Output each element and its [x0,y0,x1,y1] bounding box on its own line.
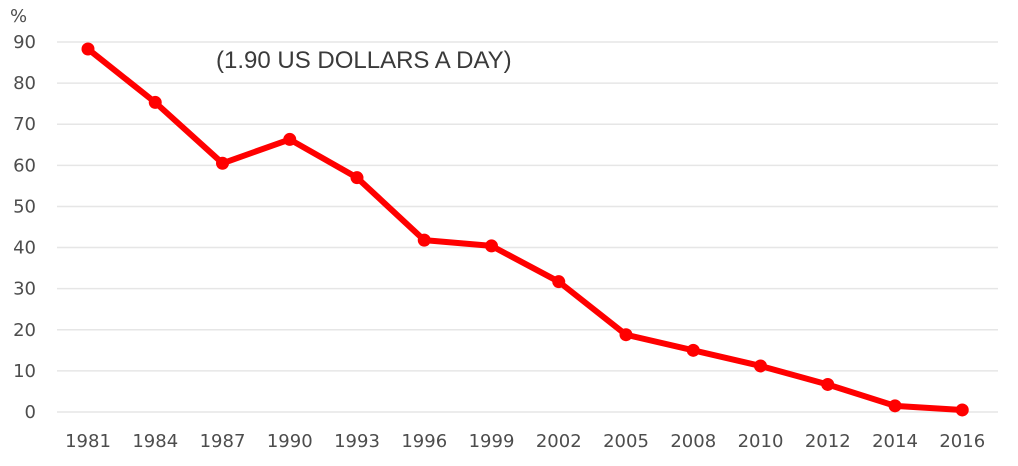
x-tick-label: 2010 [738,431,784,452]
data-point [619,328,633,342]
y-tick-label: 70 [13,114,36,135]
y-tick-label: 40 [13,238,36,259]
data-point [81,42,95,56]
data-point [552,275,566,289]
x-tick-label: 2008 [670,431,716,452]
y-tick-label: 90 [13,32,36,53]
y-axis-ticks: 0 10 20 30 40 50 60 70 80 90 [13,32,36,423]
y-tick-label: 50 [13,196,36,217]
data-point [216,156,229,170]
x-tick-label: 1990 [267,431,313,452]
x-tick-label: 1999 [469,431,515,452]
y-tick-label: 10 [13,361,36,382]
data-point [148,95,162,109]
x-tick-label: 1996 [401,431,447,452]
data-point [686,343,700,357]
y-tick-label: 60 [13,155,36,176]
y-tick-label: 20 [13,320,36,341]
series-line [85,45,966,413]
grid [57,41,998,413]
data-point [955,403,969,417]
data-point [350,171,364,185]
y-tick-label: 0 [25,402,36,423]
data-point [754,359,767,373]
x-tick-label: 2016 [939,431,985,452]
y-tick-label: 30 [13,279,36,300]
x-tick-label: 1993 [334,431,380,452]
x-tick-label: 1987 [200,431,246,452]
data-point [821,377,835,391]
series-layer [81,42,969,417]
y-tick-label: 80 [13,73,36,94]
x-tick-label: 1984 [132,431,178,452]
chart-annotation: (1.90 US DOLLARS A DAY) [216,47,512,74]
data-point [888,399,902,413]
data-point [283,132,297,146]
x-tick-label: 2005 [603,431,649,452]
data-point [485,239,498,253]
x-tick-label: 2014 [872,431,918,452]
x-tick-label: 2012 [805,431,851,452]
x-tick-label: 2002 [536,431,582,452]
x-axis-ticks: 1981 1984 1987 1990 1993 1996 1999 2002 2005 2008… [65,431,985,452]
data-point [417,233,431,247]
x-tick-label: 1981 [65,431,111,452]
y-unit-label: % [10,6,27,27]
